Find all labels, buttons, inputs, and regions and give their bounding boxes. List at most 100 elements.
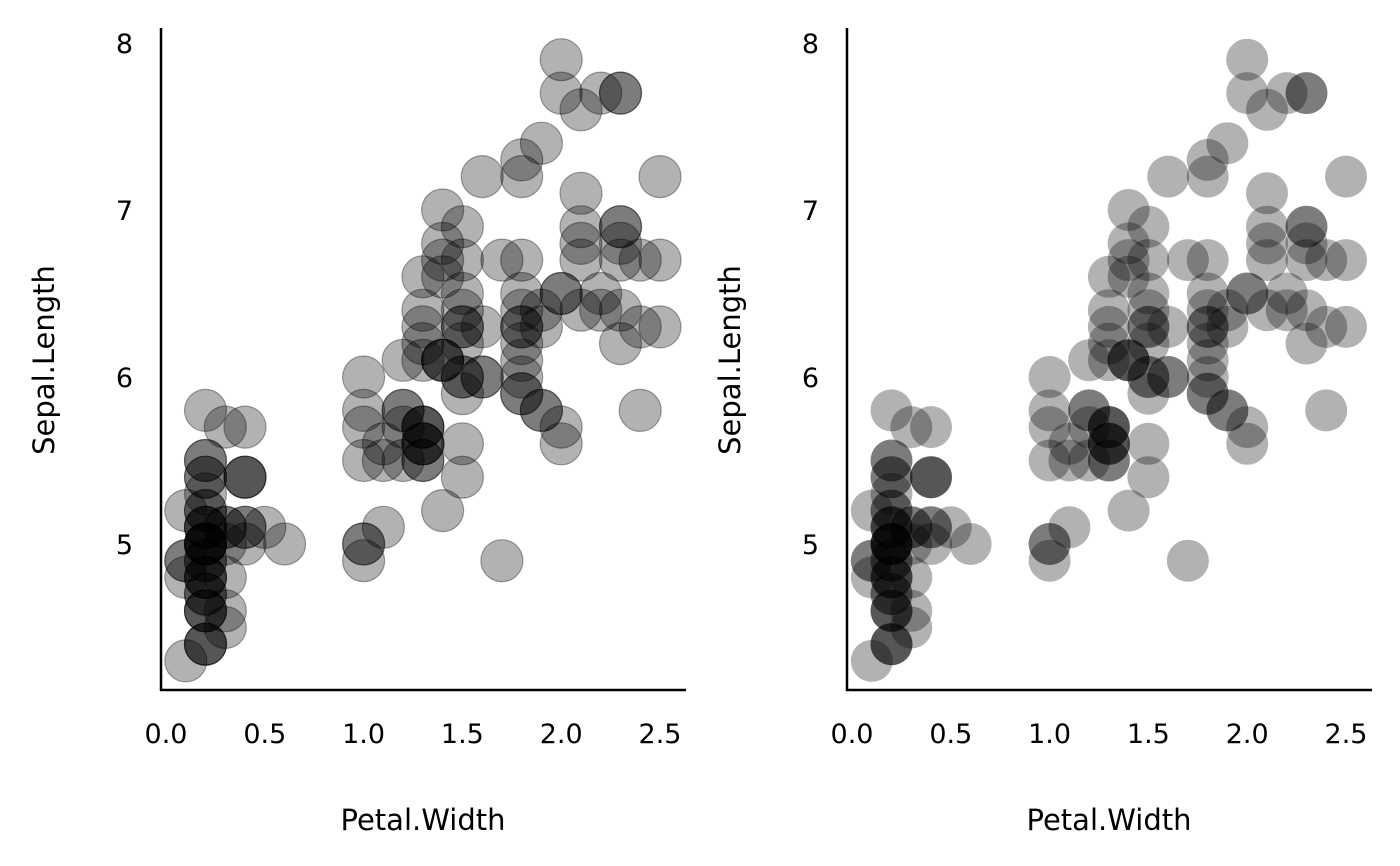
data-point	[870, 523, 913, 565]
y-tick-label: 8	[116, 29, 133, 60]
data-point	[1186, 138, 1229, 181]
data-point	[342, 405, 386, 449]
data-point	[500, 155, 544, 199]
data-point	[401, 322, 445, 366]
data-point	[910, 456, 952, 499]
data-point	[638, 305, 682, 349]
data-point	[401, 338, 445, 382]
x-tick-label: 0.0	[145, 719, 188, 750]
data-point	[1226, 422, 1269, 465]
data-point	[342, 438, 386, 483]
x-tick-label: 2.0	[540, 719, 583, 750]
data-point	[519, 388, 564, 432]
data-point	[500, 138, 544, 182]
data-point	[1127, 372, 1170, 415]
data-point	[870, 389, 913, 432]
data-point	[1028, 406, 1071, 449]
data-point	[1068, 406, 1111, 449]
data-point	[579, 271, 623, 316]
data-point	[539, 405, 583, 449]
data-point	[401, 405, 445, 449]
data-point	[870, 573, 913, 616]
data-point	[1186, 272, 1229, 315]
data-point	[183, 455, 228, 499]
data-point	[1186, 339, 1229, 382]
data-point	[579, 71, 623, 115]
y-tick-label: 7	[802, 196, 819, 227]
data-point	[183, 489, 228, 533]
data-point	[598, 205, 643, 249]
data-point	[1246, 172, 1288, 215]
data-point	[870, 623, 913, 666]
data-point	[1246, 222, 1288, 265]
data-point	[183, 622, 228, 666]
data-point	[381, 388, 425, 432]
data-point	[850, 539, 893, 582]
data-point	[519, 388, 564, 432]
data-point	[1107, 189, 1150, 231]
data-point	[183, 539, 228, 583]
data-point	[598, 238, 643, 282]
data-point	[1147, 155, 1190, 198]
data-point	[1087, 422, 1130, 465]
data-point	[890, 556, 933, 599]
data-point	[1186, 305, 1229, 348]
data-point	[1206, 122, 1249, 165]
data-point	[1068, 389, 1111, 432]
data-point	[1107, 239, 1150, 282]
data-point	[183, 505, 228, 549]
data-point	[519, 288, 564, 332]
data-point	[421, 338, 465, 382]
data-point	[598, 322, 643, 366]
data-point	[618, 238, 662, 282]
data-point	[1325, 239, 1367, 282]
x-tick-label: 2.5	[1325, 719, 1368, 750]
data-point	[500, 372, 544, 416]
data-point	[480, 539, 524, 583]
data-point	[539, 422, 583, 466]
x-tick-label: 1.0	[342, 719, 385, 750]
data-point	[243, 505, 287, 549]
data-point	[870, 456, 913, 499]
data-point	[910, 506, 952, 549]
data-point	[1147, 356, 1190, 398]
data-point	[1048, 439, 1091, 482]
data-point	[1226, 272, 1269, 315]
data-point	[870, 589, 913, 632]
data-point	[1186, 372, 1229, 415]
data-point	[440, 288, 484, 332]
data-point	[949, 523, 992, 565]
data-point	[1127, 205, 1170, 248]
data-point	[263, 522, 307, 566]
data-point	[1285, 205, 1328, 248]
data-point	[203, 605, 247, 650]
data-point	[480, 238, 524, 282]
left-y-axis-label: Sepal.Length	[27, 265, 61, 455]
data-point	[1305, 305, 1348, 348]
y-tick-label: 6	[116, 363, 133, 394]
data-point	[164, 539, 208, 583]
data-point	[598, 288, 643, 332]
data-point	[1147, 305, 1190, 348]
data-point	[500, 322, 544, 366]
data-point	[1087, 322, 1130, 365]
data-point	[223, 455, 267, 499]
data-point	[1127, 456, 1170, 499]
y-tick-label: 5	[802, 530, 819, 561]
data-point	[1265, 289, 1308, 332]
data-point	[559, 238, 603, 282]
y-tick-label: 8	[802, 29, 819, 60]
data-point	[421, 255, 465, 299]
data-point	[579, 288, 623, 332]
data-point	[183, 388, 228, 432]
data-point	[401, 438, 445, 483]
data-point	[1186, 322, 1229, 365]
left-points	[164, 38, 682, 683]
data-point	[440, 455, 484, 499]
data-point	[401, 255, 445, 299]
data-point	[1147, 356, 1190, 398]
data-point	[519, 121, 564, 165]
data-point	[1305, 239, 1348, 282]
data-point	[183, 589, 228, 633]
